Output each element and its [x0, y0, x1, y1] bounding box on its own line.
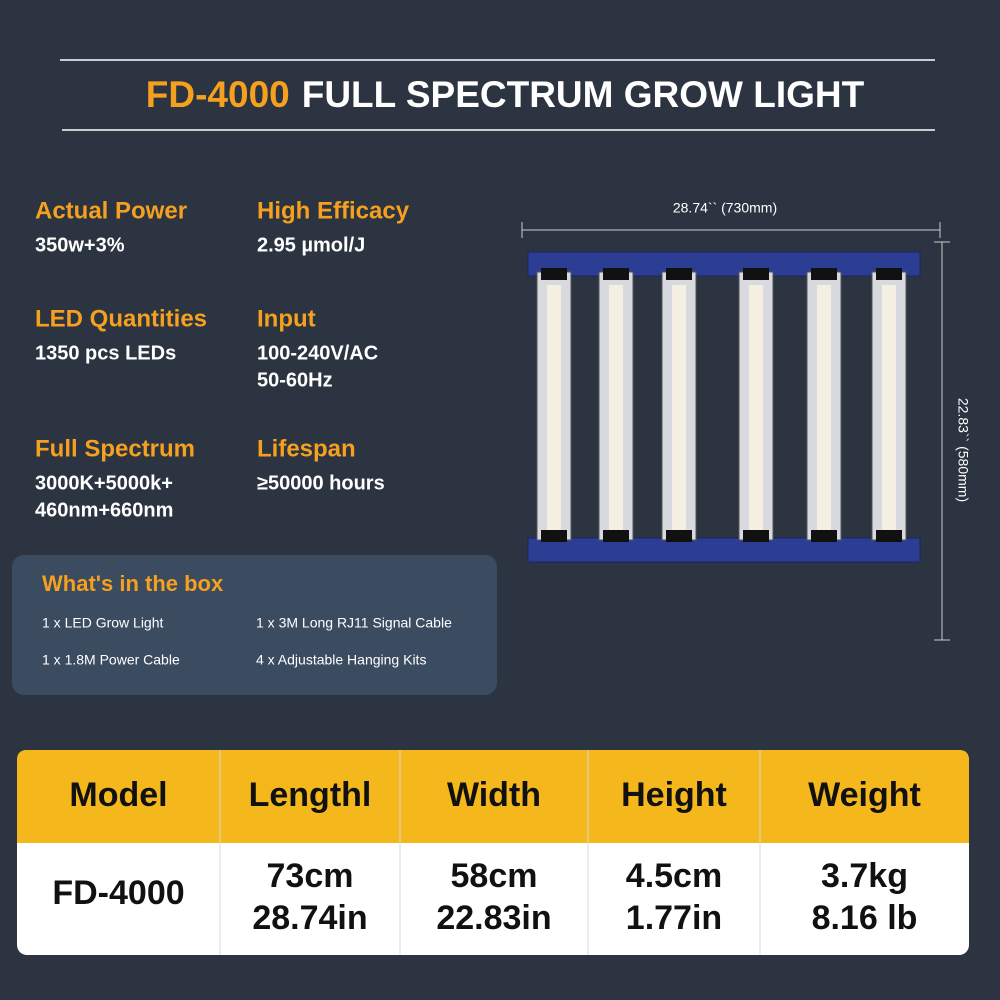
spec-label: High Efficacy — [257, 197, 410, 224]
spec-value: 3000K+5000k+ — [35, 472, 173, 494]
box-item: 1 x LED Grow Light — [42, 615, 163, 631]
table-cell: 8.16 lb — [812, 899, 918, 937]
table-cell: FD-4000 — [52, 874, 184, 912]
table-cell: 4.5cm — [626, 857, 722, 895]
bar-cap — [876, 530, 902, 542]
table-cell: 1.77in — [626, 899, 722, 937]
table-cell: 28.74in — [252, 899, 367, 937]
bar-cap — [666, 268, 692, 280]
table-header — [17, 750, 969, 843]
bar-cap — [811, 268, 837, 280]
light-strip — [547, 285, 561, 530]
frame-bar — [527, 537, 921, 563]
frame-bar — [527, 251, 921, 277]
light-strip — [609, 285, 623, 530]
table-cell: 73cm — [267, 857, 354, 895]
spec-value: 2.95 µmol/J — [257, 234, 365, 256]
table-header-cell: Model — [69, 776, 167, 814]
bar-cap — [603, 268, 629, 280]
width-label: 28.74`` (730mm) — [673, 200, 777, 216]
table-header-cell: Width — [447, 776, 541, 814]
table-header-cell: Weight — [808, 776, 921, 814]
bar-cap — [876, 268, 902, 280]
box-item: 1 x 1.8M Power Cable — [42, 652, 180, 668]
box-title: What's in the box — [42, 571, 224, 596]
table-cell: 3.7kg — [821, 857, 908, 895]
light-strip — [749, 285, 763, 530]
bar-cap — [603, 530, 629, 542]
bar-cap — [541, 268, 567, 280]
table-cell: 58cm — [451, 857, 538, 895]
table-header-cell: Height — [621, 776, 727, 814]
spec-label: Lifespan — [257, 435, 356, 462]
title: FD-4000 FULL SPECTRUM GROW LIGHT — [146, 74, 865, 115]
light-strip — [817, 285, 831, 530]
spec-label: Full Spectrum — [35, 435, 195, 462]
title-text: FULL SPECTRUM GROW LIGHT — [302, 74, 865, 115]
spec-value: 460nm+660nm — [35, 499, 173, 521]
bar-cap — [811, 530, 837, 542]
spec-label: Input — [257, 305, 316, 332]
bar-cap — [666, 530, 692, 542]
table-cells: Model Lengthl Width Height Weight FD-4000 73cm… — [52, 750, 921, 955]
spec-label: Actual Power — [35, 197, 187, 224]
box-item: 4 x Adjustable Hanging Kits — [256, 652, 426, 668]
light-strip — [882, 285, 896, 530]
box-item: 1 x 3M Long RJ11 Signal Cable — [256, 615, 452, 631]
bar-cap — [743, 530, 769, 542]
bar-cap — [743, 268, 769, 280]
spec-value: 1350 pcs LEDs — [35, 342, 176, 364]
spec-value: 50-60Hz — [257, 369, 333, 391]
bar-cap — [541, 530, 567, 542]
specs: Actual Power 350w+3% High Efficacy 2.95 µmo… — [35, 197, 410, 521]
table-cell: 22.83in — [436, 899, 551, 937]
height-label: 22.83`` (580mm) — [955, 398, 971, 502]
product-image: 28.74`` (730mm) 22.83`` (580mm) — [521, 200, 971, 641]
spec-value: 100-240V/AC — [257, 342, 378, 364]
light-strip — [672, 285, 686, 530]
box-panel — [12, 555, 497, 695]
spec-value: 350w+3% — [35, 234, 125, 256]
title-highlight: FD-4000 — [146, 74, 290, 115]
spec-label: LED Quantities — [35, 305, 207, 332]
table-header-cell: Lengthl — [249, 776, 372, 814]
spec-value: ≥50000 hours — [257, 472, 385, 494]
